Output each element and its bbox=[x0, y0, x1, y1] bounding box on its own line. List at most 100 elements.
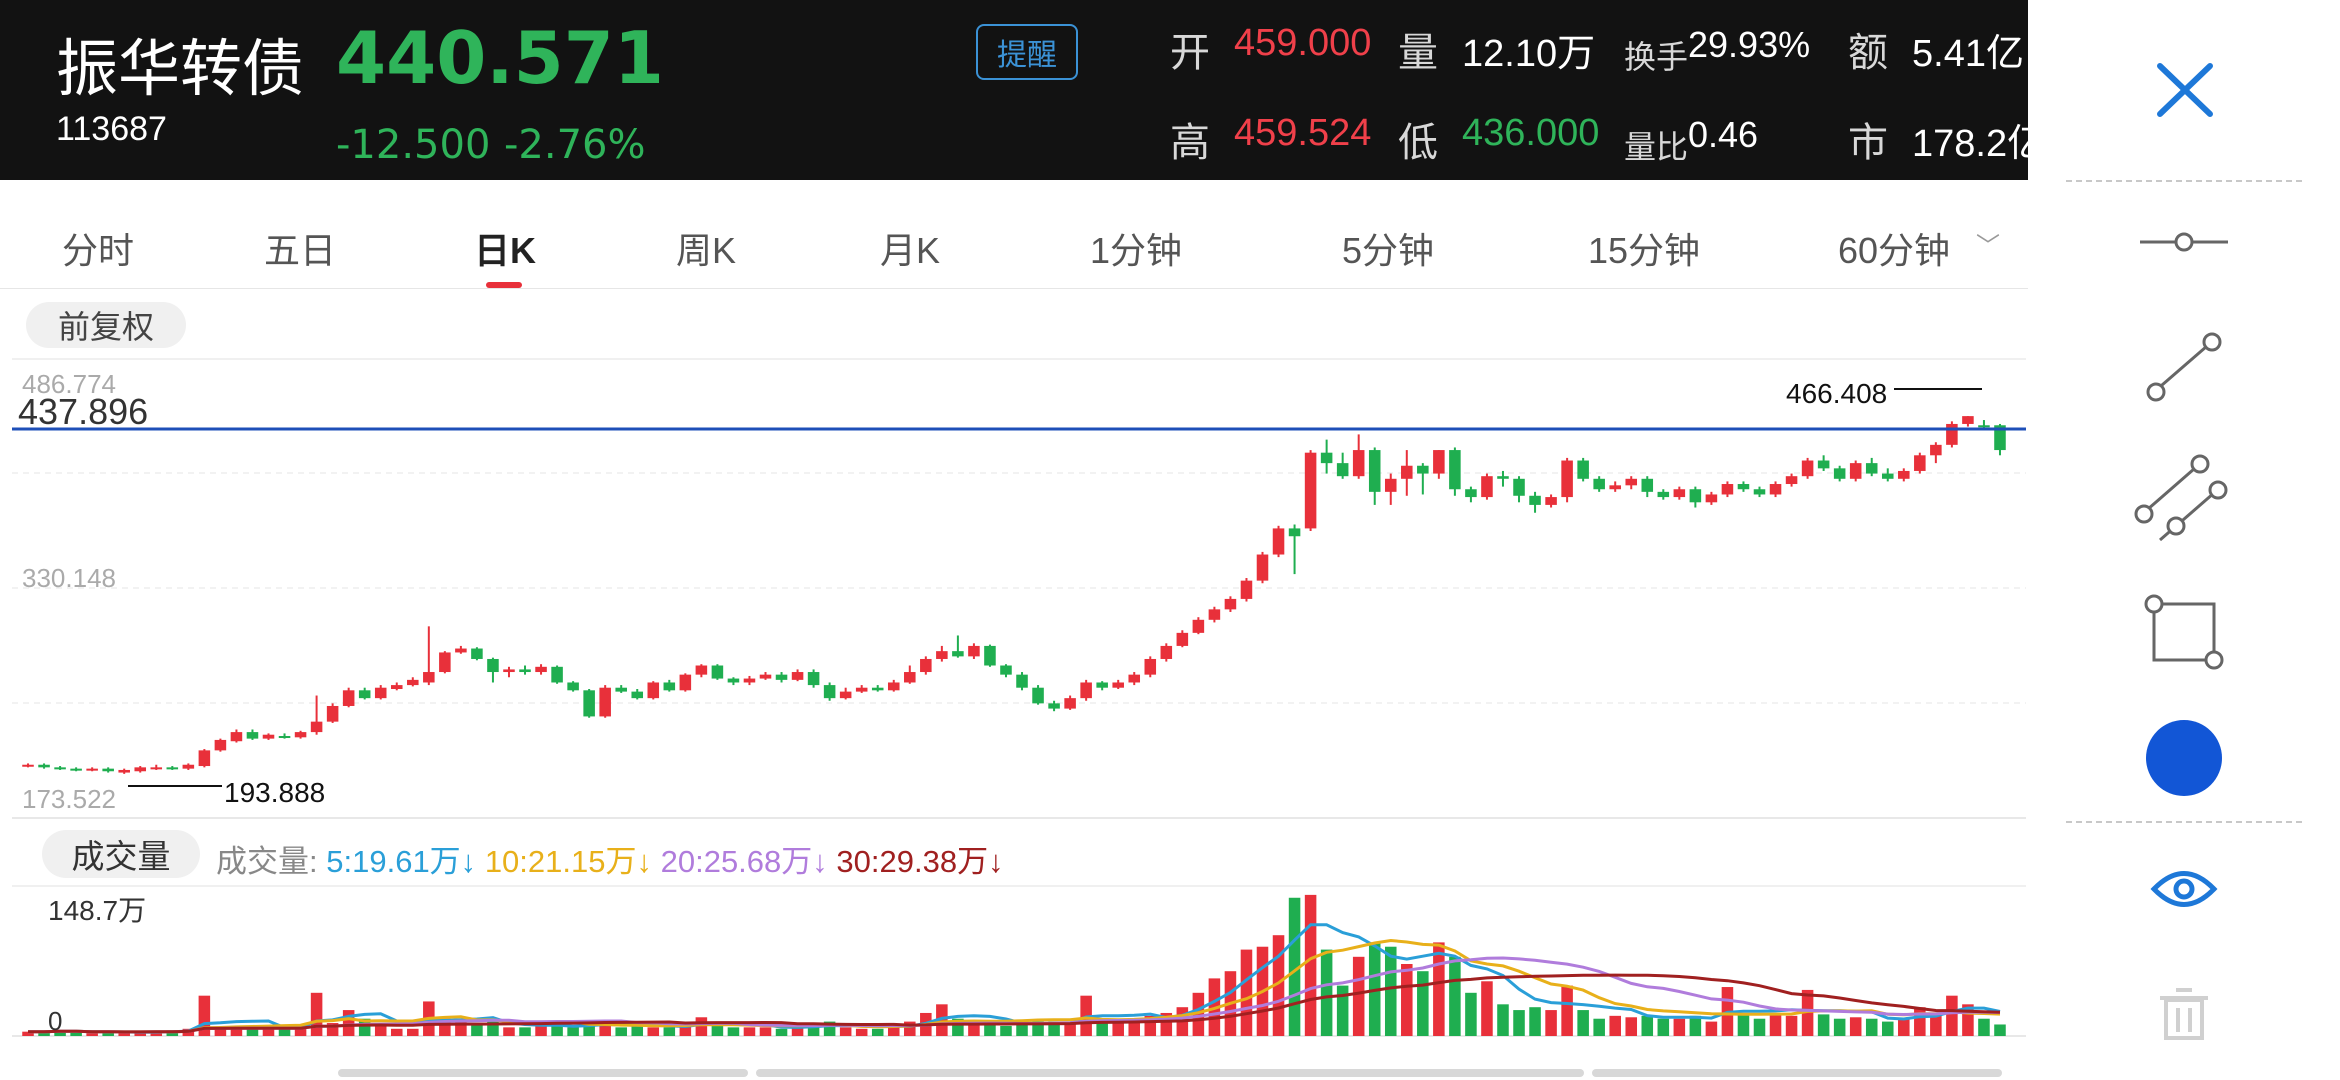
parallel-channel-icon[interactable] bbox=[2134, 454, 2228, 542]
scroll-track-right[interactable] bbox=[1592, 1069, 2002, 1077]
volume-bar bbox=[1737, 1012, 1750, 1036]
volume-bar bbox=[1016, 1024, 1028, 1036]
candle-body bbox=[1609, 485, 1621, 490]
tab-daily-k[interactable]: 日K bbox=[474, 230, 536, 271]
candle-body bbox=[1689, 489, 1702, 503]
close-icon[interactable] bbox=[2157, 63, 2213, 117]
volume-bar bbox=[807, 1024, 820, 1036]
candle-body bbox=[390, 685, 403, 690]
alert-button[interactable]: 提醒 bbox=[976, 24, 1078, 80]
volume-bar bbox=[1930, 1014, 1942, 1036]
rectangle-icon[interactable] bbox=[2144, 594, 2224, 670]
candle-body bbox=[936, 651, 948, 659]
candle-body bbox=[1593, 478, 1605, 490]
color-dot-icon[interactable] bbox=[2146, 720, 2222, 796]
eye-icon[interactable] bbox=[2150, 871, 2218, 907]
volume-bar bbox=[759, 1027, 772, 1036]
volume-bar bbox=[1417, 971, 1429, 1036]
candle-body bbox=[278, 736, 291, 739]
candle-body bbox=[887, 682, 900, 691]
tab-monthly-k[interactable]: 月K bbox=[880, 230, 941, 271]
volume-bar bbox=[695, 1017, 708, 1036]
candle-body bbox=[214, 739, 227, 751]
tab-intraday[interactable]: 分时 bbox=[62, 230, 135, 271]
volume-bar bbox=[390, 1028, 403, 1036]
candle-body bbox=[439, 652, 451, 673]
volume-bar bbox=[1401, 964, 1413, 1036]
adjust-selector[interactable]: 前复权 bbox=[26, 302, 186, 348]
volume-bar bbox=[358, 1018, 371, 1036]
tab-weekly-k[interactable]: 周K bbox=[676, 230, 737, 271]
candle-body bbox=[1304, 452, 1317, 529]
volume-bar bbox=[503, 1027, 515, 1036]
candle-body bbox=[86, 768, 98, 771]
candle-body bbox=[551, 666, 563, 683]
volume-bar bbox=[38, 1031, 50, 1036]
volume-indicator-selector[interactable]: 成交量 bbox=[42, 830, 200, 878]
y-tick-bottom: 173.522 bbox=[22, 784, 116, 814]
turnover-value: 29.93% bbox=[1688, 24, 1811, 65]
candle-body bbox=[1160, 645, 1173, 659]
volume-bar bbox=[1449, 956, 1461, 1036]
volume-bar bbox=[1352, 956, 1365, 1036]
volume-bar bbox=[118, 1033, 130, 1036]
mktcap-label: 市 bbox=[1848, 121, 1888, 165]
chevron-down-icon[interactable]: ﹀ bbox=[1976, 233, 2000, 260]
candle-body bbox=[70, 768, 82, 771]
candle-body bbox=[1256, 554, 1269, 581]
volume-bar bbox=[1240, 949, 1253, 1036]
candle-body bbox=[535, 666, 547, 673]
volume-bar bbox=[134, 1031, 147, 1036]
volume-bar bbox=[86, 1033, 98, 1036]
candle-body bbox=[326, 705, 339, 722]
amount-value: 5.41亿 bbox=[1912, 33, 2024, 75]
volume-bar bbox=[663, 1027, 676, 1036]
candle-body bbox=[1433, 450, 1445, 474]
candle-body bbox=[952, 651, 964, 657]
candle-body bbox=[871, 687, 884, 691]
tab-60-minute[interactable]: 60分钟 bbox=[1838, 230, 1951, 271]
candle-body bbox=[1657, 491, 1670, 498]
volume-bar bbox=[839, 1027, 852, 1036]
candle-body bbox=[455, 648, 467, 653]
volume-bar bbox=[1080, 995, 1092, 1036]
volume-bar bbox=[150, 1031, 163, 1036]
trash-icon[interactable] bbox=[2160, 988, 2208, 1040]
scroll-thumb[interactable] bbox=[756, 1069, 1584, 1077]
candle-body bbox=[423, 672, 435, 683]
volume-bar bbox=[1785, 1015, 1798, 1036]
low-value: 436.000 bbox=[1462, 112, 1600, 154]
candle-body bbox=[1497, 476, 1509, 479]
period-tabs: 分时 五日 日K 周K 月K 1分钟 5分钟 15分钟 60分钟 ﹀ bbox=[0, 192, 2028, 289]
mktcap-value: 178.2亿 bbox=[1912, 123, 2046, 165]
open-label: 开 bbox=[1170, 31, 1210, 75]
volume-bar bbox=[70, 1031, 82, 1036]
volume-ma20-value: 20:25.68万↓ bbox=[660, 844, 828, 879]
horizontal-line-icon[interactable] bbox=[2140, 232, 2228, 252]
volume-bar bbox=[727, 1027, 740, 1036]
scroll-track-left[interactable] bbox=[338, 1069, 748, 1077]
candle-body bbox=[583, 690, 595, 717]
candle-body bbox=[1176, 632, 1189, 646]
tab-5-minute[interactable]: 5分钟 bbox=[1342, 230, 1435, 271]
candle-body bbox=[807, 672, 820, 686]
candle-body bbox=[1833, 468, 1846, 479]
turnover-label: 换手 bbox=[1624, 39, 1689, 75]
volume-bar bbox=[198, 995, 211, 1036]
volume-bar bbox=[1224, 971, 1237, 1036]
tab-1-minute[interactable]: 1分钟 bbox=[1090, 230, 1183, 271]
candle-body bbox=[1994, 425, 2006, 451]
candle-body bbox=[150, 767, 163, 770]
candle-body bbox=[1865, 463, 1878, 474]
volume-zero-label: 0 bbox=[48, 1006, 62, 1036]
candle-body bbox=[1192, 619, 1205, 633]
tab-five-day[interactable]: 五日 bbox=[264, 230, 337, 271]
volume-bar bbox=[1144, 1015, 1157, 1036]
volume-bar bbox=[294, 1027, 307, 1036]
max-price-label: 466.408 bbox=[1786, 378, 1887, 409]
tab-15-minute[interactable]: 15分钟 bbox=[1588, 230, 1701, 271]
trend-line-icon[interactable] bbox=[2146, 332, 2222, 402]
volume-bar bbox=[374, 1024, 387, 1036]
candle-body bbox=[134, 767, 147, 772]
candle-body bbox=[1208, 609, 1221, 620]
